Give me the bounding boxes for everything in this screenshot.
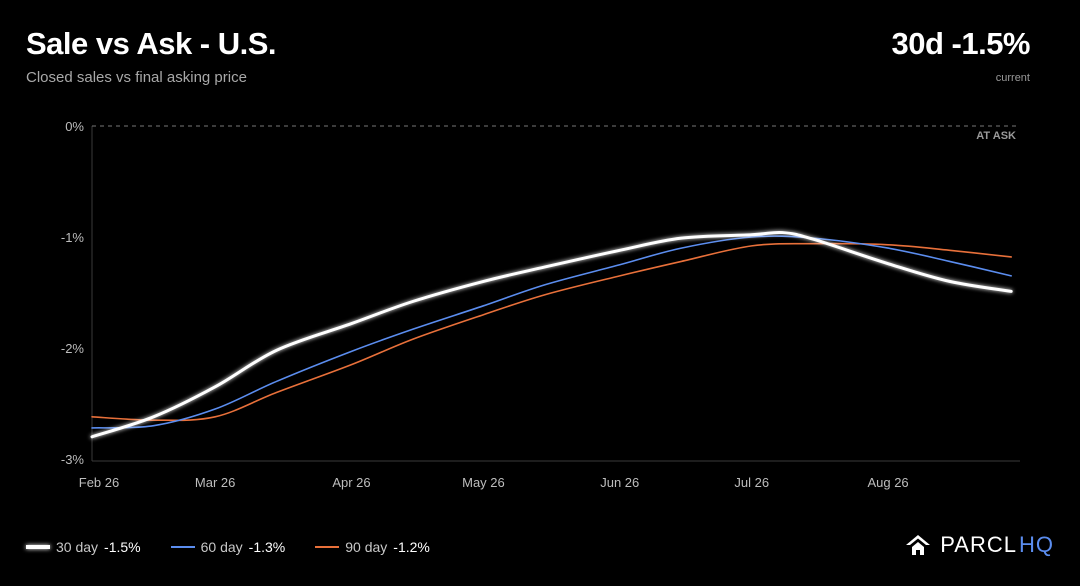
- legend: 30 day -1.5% 60 day -1.3% 90 day -1.2%: [26, 539, 430, 555]
- legend-value-90-day: -1.2%: [393, 539, 430, 555]
- x-tick-label: Aug 26: [867, 475, 908, 490]
- legend-value-60-day: -1.3%: [248, 539, 286, 555]
- headline-caption: current: [995, 72, 1030, 84]
- y-tick-label: -2%: [61, 341, 85, 356]
- legend-swatch-90-day: [315, 546, 340, 548]
- legend-item-60-day: 60 day -1.3%: [170, 539, 286, 555]
- brand-logo: PARCL HQ: [904, 532, 1054, 558]
- y-tick-label: -3%: [61, 452, 85, 467]
- chart-title: Sale vs Ask - U.S.: [26, 26, 277, 61]
- legend-swatch-60-day: [170, 546, 195, 548]
- chart-subtitle: Closed sales vs final asking price: [26, 69, 247, 86]
- y-tick-label: -1%: [61, 230, 85, 245]
- house-icon: [906, 535, 931, 555]
- brand-name: PARCL: [940, 532, 1017, 557]
- brand-suffix: HQ: [1019, 532, 1054, 557]
- x-tick-label: Jun 26: [600, 475, 639, 490]
- legend-swatch-30-day: [26, 545, 50, 549]
- legend-label-90-day: 90 day: [345, 539, 388, 555]
- series-line-60-day: [91, 235, 1012, 429]
- legend-label-60-day: 60 day: [200, 539, 243, 555]
- y-tick-label: 0%: [65, 119, 84, 134]
- legend-item-90-day: 90 day -1.2%: [315, 539, 430, 555]
- headline-value: 30d -1.5%: [891, 26, 1030, 61]
- x-tick-label: Jul 26: [734, 475, 769, 490]
- legend-item-30-day: 30 day -1.5%: [26, 539, 141, 555]
- x-tick-label: Apr 26: [332, 475, 370, 490]
- x-tick-label: Feb 26: [79, 475, 119, 490]
- series-line-90-day: [91, 242, 1012, 422]
- at-ask-label: AT ASK: [976, 130, 1016, 142]
- series-line-30-day: [90, 230, 1013, 439]
- x-tick-label: Mar 26: [195, 475, 235, 490]
- legend-value-30-day: -1.5%: [104, 539, 141, 555]
- legend-label-30-day: 30 day: [56, 539, 99, 555]
- x-tick-label: May 26: [462, 475, 505, 490]
